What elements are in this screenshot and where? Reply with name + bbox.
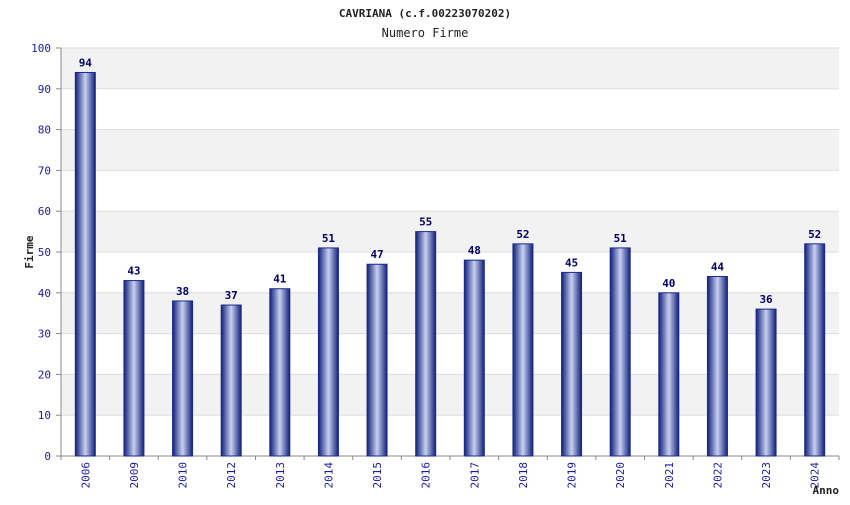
y-tick-label: 0 [44,450,51,463]
x-tick-label: 2009 [128,462,141,489]
value-label-2009: 43 [127,265,140,278]
bar-2018 [512,243,534,457]
bar-2015 [366,263,388,457]
plot-band [61,170,839,212]
plot-band [61,211,839,252]
x-tick-label: 2015 [371,462,384,489]
x-tick-label: 2013 [274,462,287,489]
bars [74,71,826,457]
plot-band [61,48,839,89]
x-tick-label: 2012 [225,462,238,489]
y-tick-label: 30 [38,328,51,341]
value-label-2018: 52 [516,228,529,241]
x-tick-label: 2020 [614,462,627,489]
y-tick-label: 90 [38,83,51,96]
y-tick-label: 100 [31,42,51,55]
plot-band [61,129,839,171]
y-tick-label: 60 [38,205,51,218]
y-axis-label: Firme [23,235,36,268]
x-tick-label: 2014 [322,462,335,489]
chart-title: CAVRIANA (c.f.00223070202) [339,7,511,20]
chart-subtitle: Numero Firme [382,26,469,40]
x-tick-label: 2019 [566,462,579,489]
bar-2020 [609,247,631,457]
x-tick-label: 2024 [809,462,822,489]
bar-2017 [463,259,485,457]
bar-2014 [317,247,339,457]
bar-2013 [269,288,291,457]
value-label-2023: 36 [759,293,773,306]
bar-2019 [561,271,583,457]
bar-2023 [755,308,777,457]
y-tick-label: 40 [38,287,51,300]
x-tick-label: 2018 [517,462,530,489]
bar-2009 [123,280,145,457]
bar-2021 [658,292,680,457]
bar-2006 [74,71,96,457]
bar-2024 [804,243,826,457]
y-tick-label: 20 [38,368,51,381]
value-label-2021: 40 [662,277,675,290]
bar-2012 [220,304,242,457]
value-label-2016: 55 [419,216,432,229]
x-tick-label: 2016 [420,462,433,489]
x-tick-label: 2006 [79,462,92,489]
value-label-2020: 51 [614,232,628,245]
x-axis-label: Anno [813,484,840,497]
y-tick-label: 50 [38,246,51,259]
bar-2022 [706,275,728,457]
value-label-2024: 52 [808,228,821,241]
value-label-2012: 37 [225,289,238,302]
y-tick-label: 80 [38,124,51,137]
plot-band [61,88,839,130]
value-label-2022: 44 [711,260,725,273]
x-tick-label: 2023 [760,462,773,489]
value-label-2019: 45 [565,256,578,269]
x-tick-label: 2021 [663,462,676,489]
y-tick-label: 10 [38,409,51,422]
value-label-2010: 38 [176,285,189,298]
value-label-2015: 47 [370,248,383,261]
y-tick-label: 70 [38,164,51,177]
x-tick-label: 2010 [177,462,190,489]
value-label-2013: 41 [273,273,287,286]
bar-2016 [415,231,437,457]
value-labels: 94 43 38 37 41 51 47 55 48 52 45 51 40 44 36 52 [79,56,822,306]
x-tick-label: 2022 [711,462,724,489]
bar-2010 [172,300,194,457]
value-label-2014: 51 [322,232,336,245]
x-tick-label: 2017 [468,462,481,489]
value-label-2006: 94 [79,56,93,69]
value-label-2017: 48 [468,244,481,257]
x-axis: 2006 2009 2010 2012 2013 2014 2015 2016 2017 2018… [60,456,840,489]
